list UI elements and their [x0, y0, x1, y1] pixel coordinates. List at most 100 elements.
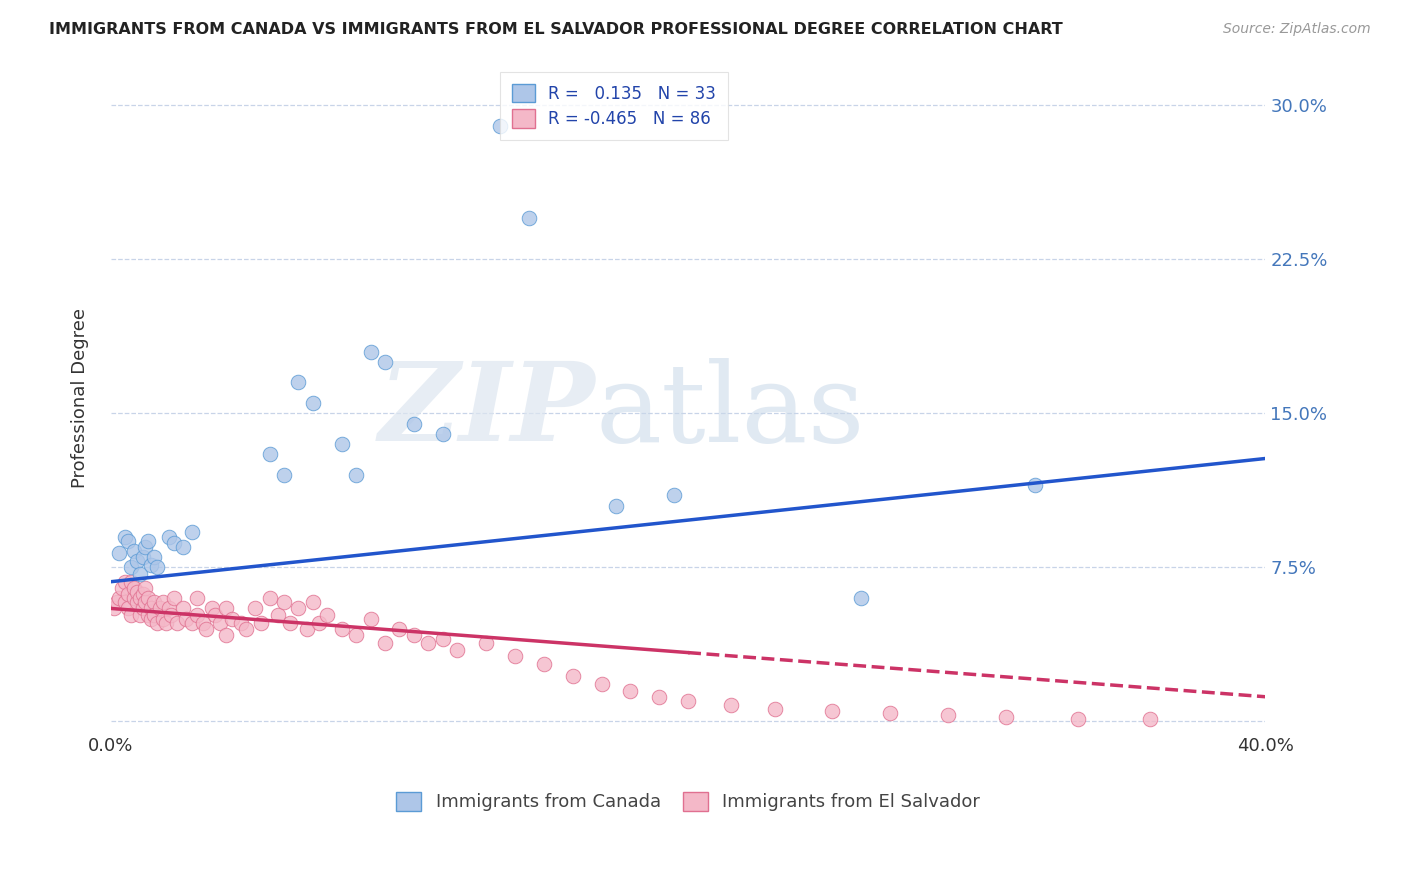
- Point: [191, 615, 214, 630]
- Point: [235, 622, 257, 636]
- Point: [821, 704, 844, 718]
- Point: [851, 591, 873, 606]
- Point: [155, 615, 177, 630]
- Point: [250, 615, 273, 630]
- Point: [591, 677, 613, 691]
- Point: [302, 396, 325, 410]
- Text: atlas: atlas: [596, 358, 865, 465]
- Point: [676, 694, 699, 708]
- Point: [125, 595, 148, 609]
- Point: [418, 636, 440, 650]
- Point: [1139, 712, 1161, 726]
- Point: [163, 591, 186, 606]
- Point: [209, 615, 232, 630]
- Point: [259, 447, 281, 461]
- Point: [134, 581, 156, 595]
- Point: [446, 642, 468, 657]
- Point: [114, 529, 136, 543]
- Point: [302, 595, 325, 609]
- Point: [287, 601, 309, 615]
- Text: IMMIGRANTS FROM CANADA VS IMMIGRANTS FROM EL SALVADOR PROFESSIONAL DEGREE CORREL: IMMIGRANTS FROM CANADA VS IMMIGRANTS FRO…: [49, 22, 1063, 37]
- Point: [141, 612, 163, 626]
- Point: [152, 595, 174, 609]
- Point: [503, 648, 526, 663]
- Point: [146, 560, 169, 574]
- Point: [360, 344, 382, 359]
- Point: [134, 540, 156, 554]
- Point: [122, 591, 145, 606]
- Point: [561, 669, 583, 683]
- Point: [330, 437, 353, 451]
- Point: [402, 417, 425, 431]
- Point: [388, 622, 411, 636]
- Point: [374, 355, 396, 369]
- Point: [1067, 712, 1090, 726]
- Point: [108, 591, 131, 606]
- Point: [278, 615, 301, 630]
- Point: [163, 535, 186, 549]
- Point: [143, 550, 166, 565]
- Text: ZIP: ZIP: [380, 358, 596, 465]
- Point: [195, 622, 218, 636]
- Point: [157, 529, 180, 543]
- Point: [141, 558, 163, 573]
- Point: [117, 587, 139, 601]
- Point: [141, 601, 163, 615]
- Point: [295, 622, 318, 636]
- Point: [166, 615, 188, 630]
- Point: [108, 546, 131, 560]
- Point: [131, 601, 153, 615]
- Point: [114, 574, 136, 589]
- Point: [172, 601, 194, 615]
- Point: [344, 628, 367, 642]
- Point: [720, 698, 742, 712]
- Point: [330, 622, 353, 636]
- Point: [114, 595, 136, 609]
- Point: [157, 601, 180, 615]
- Point: [186, 607, 208, 622]
- Point: [134, 595, 156, 609]
- Point: [160, 607, 183, 622]
- Point: [149, 601, 172, 615]
- Point: [648, 690, 671, 704]
- Point: [475, 636, 498, 650]
- Point: [143, 607, 166, 622]
- Point: [136, 591, 159, 606]
- Point: [120, 560, 142, 574]
- Point: [103, 601, 125, 615]
- Point: [120, 574, 142, 589]
- Point: [125, 554, 148, 568]
- Point: [172, 540, 194, 554]
- Point: [136, 607, 159, 622]
- Point: [128, 607, 150, 622]
- Point: [243, 601, 266, 615]
- Point: [117, 533, 139, 548]
- Text: Source: ZipAtlas.com: Source: ZipAtlas.com: [1223, 22, 1371, 37]
- Point: [344, 467, 367, 482]
- Point: [174, 612, 197, 626]
- Point: [221, 612, 243, 626]
- Point: [273, 467, 295, 482]
- Point: [215, 601, 238, 615]
- Point: [186, 591, 208, 606]
- Point: [273, 595, 295, 609]
- Point: [105, 595, 128, 609]
- Point: [489, 119, 512, 133]
- Point: [316, 607, 339, 622]
- Point: [619, 683, 641, 698]
- Point: [180, 525, 202, 540]
- Point: [143, 595, 166, 609]
- Point: [1024, 478, 1046, 492]
- Point: [152, 612, 174, 626]
- Point: [117, 601, 139, 615]
- Y-axis label: Professional Degree: Professional Degree: [72, 308, 89, 488]
- Point: [879, 706, 901, 721]
- Point: [374, 636, 396, 650]
- Point: [128, 566, 150, 581]
- Point: [432, 426, 454, 441]
- Point: [215, 628, 238, 642]
- Point: [125, 585, 148, 599]
- Point: [936, 708, 959, 723]
- Point: [308, 615, 330, 630]
- Point: [402, 628, 425, 642]
